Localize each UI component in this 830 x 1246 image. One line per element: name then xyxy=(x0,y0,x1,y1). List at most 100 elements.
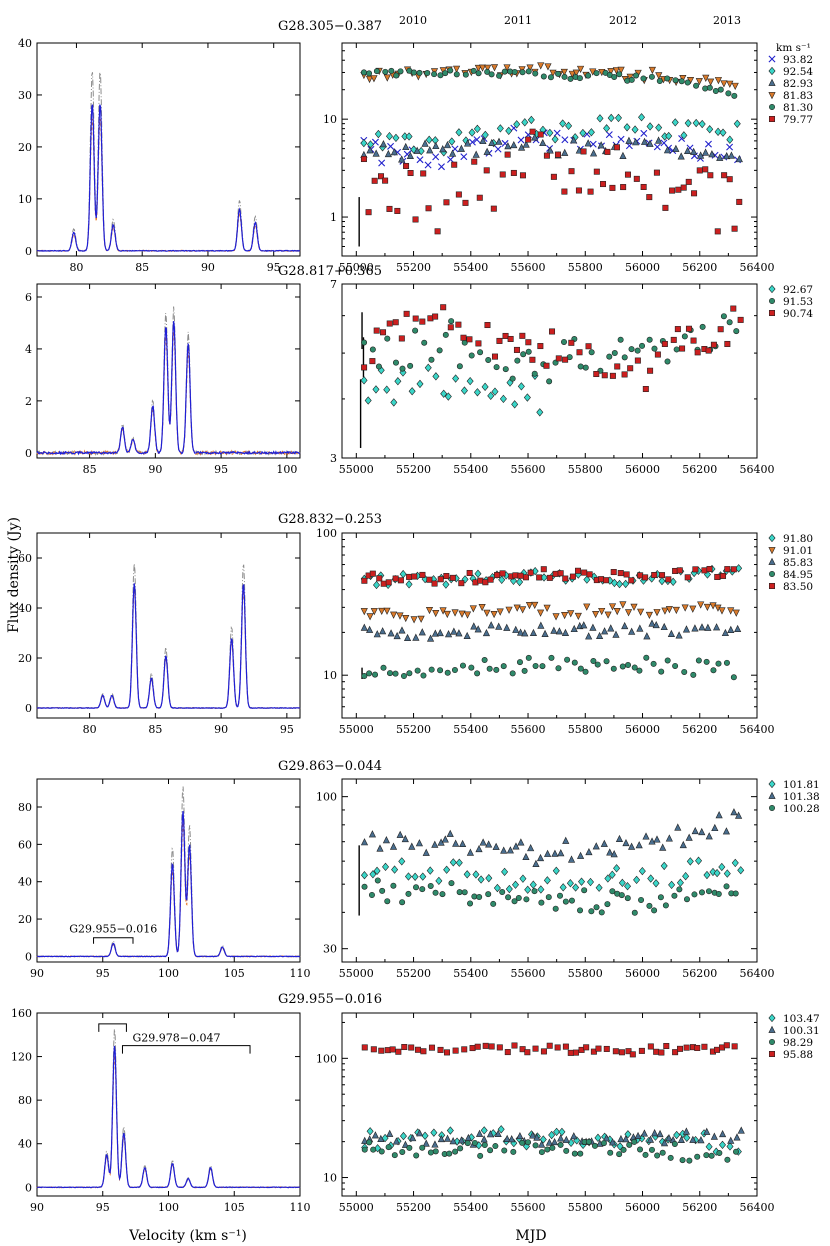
annotation-bracket xyxy=(93,937,134,944)
spectrum-line-dashed xyxy=(36,118,301,253)
data-point xyxy=(677,1045,684,1052)
data-point xyxy=(493,666,500,673)
data-point xyxy=(665,1134,673,1142)
x-tick-label: 85 xyxy=(135,261,149,274)
data-point xyxy=(768,557,776,565)
data-point xyxy=(636,667,643,674)
data-point xyxy=(432,889,439,896)
data-point xyxy=(370,1046,377,1053)
data-point xyxy=(543,604,551,612)
data-point xyxy=(488,1043,495,1050)
data-point xyxy=(607,624,615,632)
data-point xyxy=(710,667,717,674)
data-point xyxy=(576,65,585,74)
data-point xyxy=(444,669,451,676)
data-point xyxy=(647,874,655,883)
data-point xyxy=(677,1135,685,1143)
data-point xyxy=(519,1139,526,1146)
data-point xyxy=(601,372,608,379)
x-tick-label: 55200 xyxy=(396,261,431,274)
data-point xyxy=(419,1144,426,1151)
data-point xyxy=(478,64,487,72)
data-point xyxy=(653,1048,660,1055)
data-point xyxy=(497,1125,505,1134)
data-point xyxy=(636,624,644,632)
data-point xyxy=(653,143,661,151)
data-point xyxy=(616,71,623,78)
data-point xyxy=(500,663,507,670)
data-point xyxy=(443,573,450,580)
data-point xyxy=(583,603,591,611)
data-point xyxy=(512,842,520,850)
data-point xyxy=(472,150,480,158)
data-point xyxy=(701,567,708,574)
data-point xyxy=(373,580,381,590)
data-point xyxy=(686,1157,693,1164)
data-point xyxy=(731,92,738,99)
data-point xyxy=(549,1144,556,1151)
data-point xyxy=(628,627,636,635)
data-point xyxy=(706,565,713,572)
data-point xyxy=(627,365,634,372)
data-point xyxy=(529,356,536,363)
data-point xyxy=(498,575,506,584)
data-point xyxy=(369,570,376,577)
data-point xyxy=(447,156,455,164)
data-point xyxy=(517,572,524,579)
data-point xyxy=(398,857,406,866)
data-point xyxy=(374,129,382,139)
data-point xyxy=(412,327,419,334)
data-point xyxy=(487,576,494,583)
data-point xyxy=(440,389,448,398)
data-point xyxy=(511,68,518,75)
data-point xyxy=(557,849,565,857)
x-tick-label: 90 xyxy=(30,967,44,980)
data-point xyxy=(378,173,385,180)
data-point xyxy=(633,72,640,79)
data-point xyxy=(662,902,669,909)
data-point xyxy=(503,64,511,72)
data-point xyxy=(448,318,455,325)
data-point xyxy=(481,657,488,664)
data-point xyxy=(612,1048,619,1055)
data-point xyxy=(603,658,610,665)
data-point xyxy=(561,136,569,144)
data-point xyxy=(491,387,499,396)
data-point xyxy=(405,890,412,897)
x-tick-label: 55200 xyxy=(396,1201,431,1214)
legend-label: 84.95 xyxy=(783,569,813,581)
data-point xyxy=(537,131,544,138)
data-point xyxy=(477,875,485,884)
data-point xyxy=(415,839,423,847)
data-point xyxy=(443,199,450,206)
data-point xyxy=(731,858,739,868)
data-point xyxy=(451,609,459,617)
data-point xyxy=(672,1049,679,1056)
data-point xyxy=(671,892,678,899)
data-point xyxy=(597,141,605,149)
data-point xyxy=(360,608,368,616)
data-point xyxy=(768,309,775,316)
data-point xyxy=(361,577,368,584)
data-point xyxy=(628,346,635,353)
data-point xyxy=(676,567,683,574)
data-point xyxy=(707,172,714,179)
data-point xyxy=(457,144,465,152)
y-tick-label: 0 xyxy=(25,950,32,963)
data-point xyxy=(737,316,744,323)
data-point xyxy=(671,1140,678,1147)
data-point xyxy=(369,346,376,353)
data-point xyxy=(418,628,426,636)
data-point xyxy=(493,883,501,893)
spectrum-panel: 90 95 100 105 110 0 20 40 60 80 G29.955−0.016 xyxy=(18,778,311,980)
data-point xyxy=(672,144,680,152)
data-point xyxy=(577,665,584,672)
data-point xyxy=(737,866,745,875)
data-point xyxy=(706,125,714,134)
data-point xyxy=(390,611,398,619)
legend-label: 82.93 xyxy=(783,78,813,90)
data-point xyxy=(639,342,646,349)
data-point xyxy=(543,152,550,159)
data-point xyxy=(698,623,706,631)
plot-frame xyxy=(341,532,758,719)
